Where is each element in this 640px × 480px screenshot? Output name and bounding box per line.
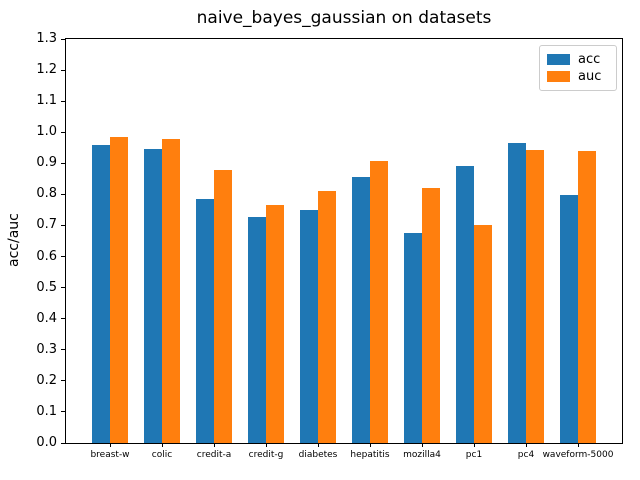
y-tick-label: 0.4: [36, 310, 57, 326]
y-tick-mark: [61, 100, 65, 102]
auc-swatch-icon: [547, 71, 570, 82]
legend: acc auc: [539, 45, 617, 91]
bar-acc-pc1: [456, 166, 474, 443]
x-tick-mark: [370, 443, 371, 447]
chart-title: naive_bayes_gaussian on datasets: [196, 8, 492, 28]
y-tick-label: 0.9: [36, 155, 57, 171]
y-tick-mark: [61, 224, 65, 226]
x-tick-mark: [422, 443, 423, 447]
x-tick-label: waveform-5000: [542, 450, 614, 460]
x-tick-mark: [474, 443, 475, 447]
y-tick-mark: [61, 38, 65, 40]
x-tick-label: colic: [151, 450, 173, 460]
y-tick-mark: [61, 380, 65, 382]
y-tick-mark: [61, 318, 65, 320]
x-tick-label: breast-w: [90, 450, 130, 460]
legend-label-auc: auc: [578, 69, 602, 84]
x-tick-label: credit-a: [196, 450, 232, 460]
y-tick-mark: [61, 411, 65, 413]
y-tick-label: 1.2: [36, 62, 57, 78]
y-tick-mark: [61, 256, 65, 258]
bar-auc-breast-w: [110, 136, 128, 443]
bar-acc-diabetes: [300, 209, 318, 443]
x-tick-mark: [110, 443, 111, 447]
y-tick-label: 0.0: [36, 435, 57, 450]
bar-acc-breast-w: [92, 145, 110, 443]
bar-acc-pc4: [508, 142, 526, 443]
bar-auc-pc1: [474, 225, 492, 443]
y-tick-label: 0.8: [36, 186, 57, 202]
x-tick-label: hepatitis: [350, 450, 390, 460]
y-tick-mark: [61, 442, 65, 444]
x-tick-mark: [526, 443, 527, 447]
x-tick-mark: [214, 443, 215, 447]
x-tick-mark: [266, 443, 267, 447]
y-tick-label: 1.0: [36, 124, 57, 140]
y-tick-label: 0.2: [36, 372, 57, 388]
y-tick-mark: [61, 69, 65, 71]
bar-auc-colic: [162, 139, 180, 443]
y-tick-mark: [61, 162, 65, 164]
legend-label-acc: acc: [578, 52, 601, 67]
x-tick-label: credit-g: [248, 450, 284, 460]
plot-area: 0.0 0.1 0.2 0.3 0.4 0.5 0.6 0.7 0.8 0.9 1.0 1.1 1.2 1…: [36, 32, 623, 460]
bar-acc-colic: [144, 149, 162, 443]
x-tick-label: diabetes: [298, 450, 338, 460]
legend-entry-acc: acc: [547, 51, 609, 68]
bar-acc-mozilla4: [404, 232, 422, 443]
y-tick-label: 1.3: [36, 31, 57, 46]
x-tick-label: mozilla4: [403, 450, 441, 460]
y-tick-label: 0.3: [36, 341, 57, 357]
bar-auc-waveform-5000: [578, 150, 596, 443]
y-tick-label: 0.7: [36, 217, 57, 233]
bar-auc-credit-g: [266, 205, 284, 443]
y-tick-mark: [61, 287, 65, 289]
y-tick-label: 0.5: [36, 279, 57, 295]
bar-auc-diabetes: [318, 190, 336, 443]
bar-auc-mozilla4: [422, 188, 440, 443]
x-tick-label: pc1: [465, 450, 483, 460]
x-tick-mark: [162, 443, 163, 447]
bar-auc-hepatitis: [370, 160, 388, 443]
legend-entry-auc: auc: [547, 68, 609, 85]
bar-acc-hepatitis: [352, 176, 370, 443]
y-tick-label: 0.6: [36, 248, 57, 264]
y-tick-mark: [61, 131, 65, 133]
acc-swatch-icon: [547, 54, 570, 65]
y-tick-label: 0.1: [36, 403, 57, 419]
x-tick-mark: [318, 443, 319, 447]
bar-auc-credit-a: [214, 170, 232, 443]
bar-auc-pc4: [526, 149, 544, 443]
x-tick-label: pc4: [517, 450, 535, 460]
y-tick-mark: [61, 193, 65, 195]
bar-acc-credit-a: [196, 199, 214, 443]
bar-acc-credit-g: [248, 217, 266, 443]
y-tick-mark: [61, 349, 65, 351]
x-tick-mark: [578, 443, 579, 447]
bar-acc-waveform-5000: [560, 194, 578, 443]
y-tick-label: 1.1: [36, 93, 57, 109]
